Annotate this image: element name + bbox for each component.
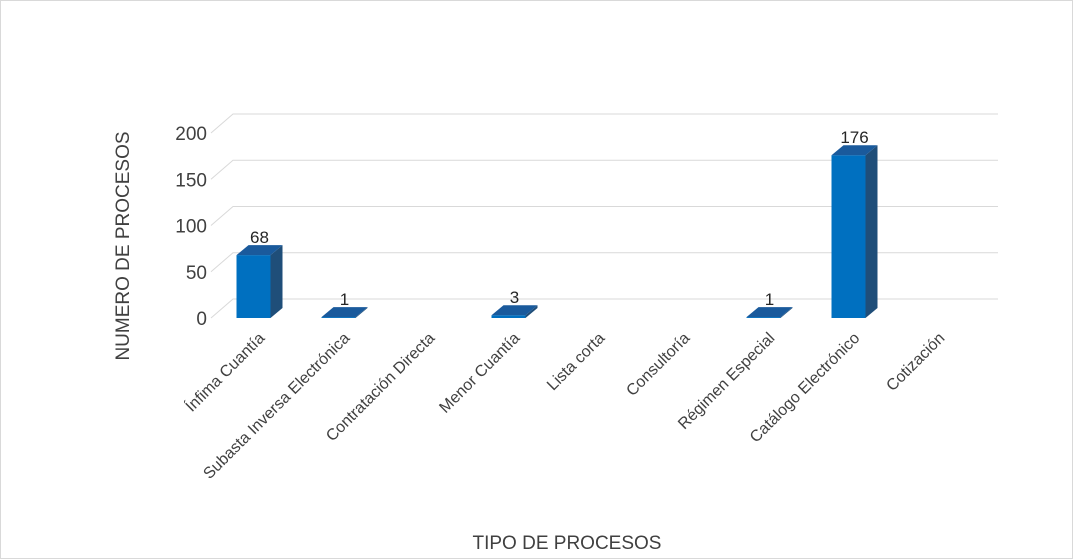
x-tick-label: Menor Cuantía	[436, 330, 523, 417]
gridline	[210, 159, 998, 180]
data-label: 3	[510, 288, 519, 307]
data-label: 1	[765, 290, 774, 309]
bar	[831, 145, 878, 318]
bars	[236, 145, 878, 318]
bar-front	[831, 155, 866, 318]
bar	[491, 305, 538, 318]
bar-front	[746, 317, 781, 318]
bar-front	[491, 315, 526, 318]
bar-side	[355, 307, 368, 318]
x-tick-label: Subasta Inversa Electrónica	[200, 330, 353, 483]
data-label: 1	[340, 290, 349, 309]
y-axis-title: NUMERO DE PROCESOS	[113, 131, 134, 360]
gridline	[210, 298, 998, 319]
gridline	[210, 113, 998, 134]
gridlines	[210, 113, 998, 319]
bar	[321, 307, 368, 318]
bar-top	[491, 305, 538, 316]
bar-top	[236, 245, 283, 256]
bar-top	[831, 145, 878, 156]
bar-top	[321, 307, 368, 318]
x-axis-title: TIPO DE PROCESOS	[473, 533, 662, 554]
bar	[746, 307, 793, 318]
bar-top	[746, 307, 793, 318]
bar-front	[321, 317, 356, 318]
y-axis-ticks: 0 50 100 150 200	[175, 124, 207, 330]
bar	[236, 245, 283, 318]
y-tick-label: 100	[175, 217, 207, 238]
gridline	[210, 252, 998, 273]
x-tick-label: Lista corta	[544, 330, 608, 394]
data-label: 176	[840, 128, 868, 147]
y-tick-label: 150	[175, 170, 207, 191]
data-label: 68	[250, 228, 269, 247]
bar-side	[780, 307, 793, 318]
y-tick-label: 50	[186, 263, 207, 284]
bar-side	[865, 145, 878, 318]
gridline	[210, 206, 998, 226]
x-tick-label: Consultoría	[623, 330, 693, 400]
bar-side	[270, 245, 283, 318]
x-tick-label: Ínfima Cuantía	[181, 328, 268, 415]
y-tick-label: 200	[175, 124, 207, 145]
y-tick-label: 0	[196, 309, 207, 330]
bar-front	[236, 255, 271, 318]
x-tick-label: Cotización	[883, 330, 948, 395]
data-labels: 68 1 3 1 176	[250, 128, 869, 309]
bar-side	[525, 305, 538, 318]
